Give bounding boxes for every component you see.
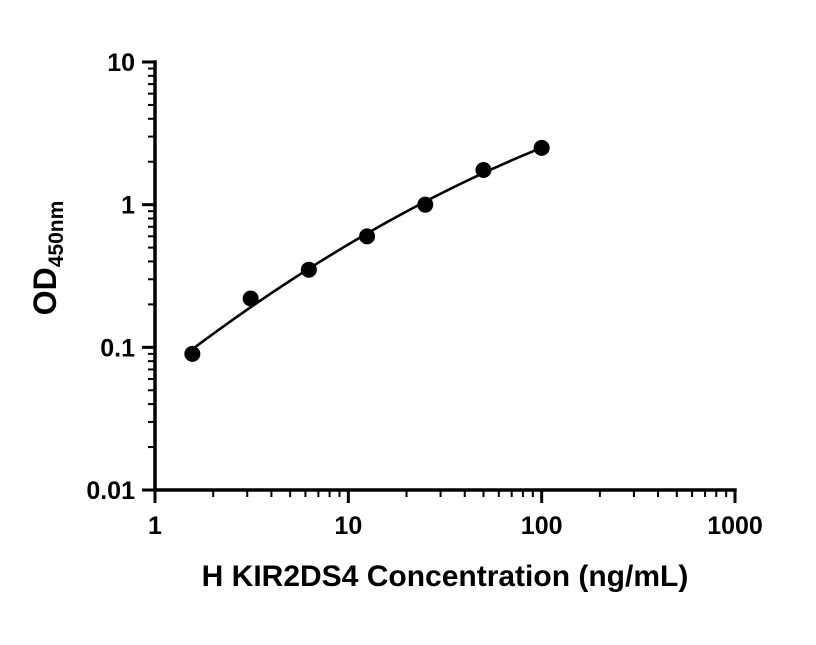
y-tick-label: 0.01 xyxy=(86,477,135,505)
data-point-6 xyxy=(533,139,550,156)
data-point-4 xyxy=(417,196,434,213)
y-axis-title-sub: 450nm xyxy=(45,201,68,268)
data-point-1 xyxy=(242,290,259,307)
data-point-2 xyxy=(300,261,317,278)
data-point-3 xyxy=(359,228,376,245)
axes-layer xyxy=(153,60,737,492)
x-tick-label: 1000 xyxy=(707,512,763,540)
fit-curve xyxy=(191,146,543,351)
data-point-5 xyxy=(475,161,492,178)
x-tick-label: 100 xyxy=(521,512,563,540)
x-tick-label: 1 xyxy=(148,512,162,540)
y-axis-title: OD450nm xyxy=(27,201,68,316)
x-tick-label: 10 xyxy=(334,512,362,540)
y-tick-label: 0.1 xyxy=(100,334,135,362)
data-point-0 xyxy=(184,345,201,362)
y-tick-label: 10 xyxy=(107,49,135,77)
y-tick-label: 1 xyxy=(121,192,135,220)
plot-layer xyxy=(184,139,550,362)
tick-marks-layer xyxy=(142,60,737,503)
y-axis-title-main: OD xyxy=(27,267,63,315)
tick-labels-layer: 1 10 100 1000 0.01 0.1 1 10 xyxy=(86,49,762,540)
x-axis-title: H KIR2DS4 Concentration (ng/mL) xyxy=(202,560,689,593)
